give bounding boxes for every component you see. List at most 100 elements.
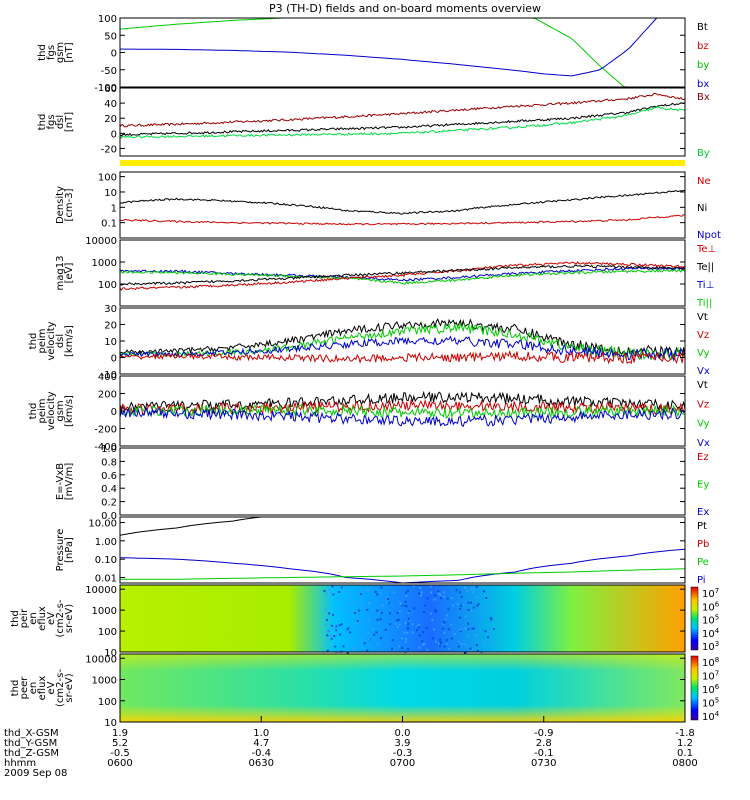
- vel_dsl-tick-label: 10: [104, 337, 117, 348]
- ion-speckle: [432, 637, 435, 640]
- xaxis-tick-label: 0630: [249, 758, 274, 769]
- ion_spec-image: [120, 585, 685, 652]
- xaxis-tick-label: -0.5: [110, 748, 130, 759]
- ion_spec-ylabel-line: (cm2-s-: [55, 599, 66, 637]
- ion-speckle: [381, 604, 384, 607]
- ion-speckle: [445, 643, 448, 646]
- fgs_gsm-ylabel-line: gsm: [55, 42, 66, 63]
- colorbar-tick-label: 106: [702, 600, 720, 613]
- fgs_dsl-tick-label: 60: [104, 84, 117, 95]
- ion-speckle: [398, 645, 401, 648]
- ion-speckle: [421, 640, 424, 643]
- ion-speckle: [455, 589, 458, 592]
- elec_spec-tick-label: 10000: [85, 654, 117, 665]
- fgs_gsm-ylabel-line: fgs: [46, 45, 57, 60]
- efield-ylabel-line: E=-VxB: [55, 463, 66, 500]
- ion-speckle: [487, 636, 490, 639]
- ion-speckle: [417, 626, 420, 629]
- ion-speckle: [420, 591, 423, 594]
- ion-speckle: [333, 635, 336, 638]
- ion-speckle: [336, 632, 339, 635]
- ion-speckle: [342, 645, 345, 648]
- ion-speckle: [376, 609, 379, 612]
- ion-speckle: [443, 645, 446, 648]
- xaxis-tick-label: 0700: [390, 758, 415, 769]
- ion-speckle: [424, 604, 427, 607]
- ion-speckle: [407, 611, 410, 614]
- status-bar: [120, 160, 685, 166]
- efield-tick-label: 0.6: [101, 471, 117, 482]
- ion-speckle: [338, 598, 341, 601]
- ion-speckle: [472, 606, 475, 609]
- ion-speckle: [404, 640, 407, 643]
- ion-speckle: [460, 595, 463, 598]
- ion-speckle: [492, 628, 495, 631]
- elec_spec-ylabel-line: (cm2-s-: [55, 669, 66, 707]
- xaxis-tick-label: -0.1: [534, 748, 554, 759]
- ion-speckle: [380, 637, 383, 640]
- ion-speckle: [456, 603, 459, 606]
- pressure-frame: [119, 516, 686, 584]
- ion-speckle: [330, 637, 333, 640]
- density-tick-label: 10: [104, 188, 117, 199]
- ion-speckle: [413, 607, 416, 610]
- vel_gsm-ylabel-line: thd: [28, 403, 39, 420]
- ion-speckle: [396, 611, 399, 614]
- ion-speckle: [440, 597, 443, 600]
- density-legend-item: Ni: [697, 203, 707, 214]
- elec_spec-ylabel-line: peer: [19, 676, 30, 700]
- vel_dsl-ylabel-line: peim: [37, 328, 48, 353]
- ion-speckle: [482, 642, 485, 645]
- fgs_gsm-series-0: [119, 17, 629, 88]
- panel-efield: 1.0 0.8 0.6 0.4 0.2 0.0 E=-VxB[mV/m] Ez Ey Ex: [55, 444, 709, 522]
- ion-speckle: [332, 614, 335, 617]
- ion-speckle: [335, 629, 338, 632]
- vel_dsl-tick-label: -10: [101, 370, 117, 381]
- temperature-series-0: [119, 266, 686, 282]
- ion-speckle: [396, 619, 399, 622]
- ion-speckle: [346, 651, 349, 654]
- vel_dsl-ylabel-line: thd: [28, 333, 39, 350]
- fgs_dsl-tick-label: 0: [111, 129, 117, 140]
- ion_spec-ylabel-line: eV: [46, 612, 57, 625]
- ion-speckle: [475, 596, 478, 599]
- ion-speckle: [467, 628, 470, 631]
- ion-speckle: [477, 603, 480, 606]
- ion-speckle: [467, 622, 470, 625]
- ion-speckle: [347, 627, 350, 630]
- temperature-legend-item: Ti⊥: [696, 280, 714, 291]
- ion-speckle: [399, 601, 402, 604]
- ion-speckle: [366, 588, 369, 591]
- ion-speckle: [350, 592, 353, 595]
- pressure-tick-label: 0.10: [95, 555, 117, 566]
- density-frame: [119, 171, 686, 239]
- ion-speckle: [480, 611, 483, 614]
- ion-speckle: [462, 603, 465, 606]
- ion-speckle: [444, 618, 447, 621]
- ion-speckle: [336, 649, 339, 652]
- efield-legend-item: Ey: [697, 480, 709, 491]
- density-tick-label: 1: [111, 203, 117, 214]
- fgs_dsl-legend-item: Bx: [697, 92, 710, 103]
- ion_spec-ylabel-line: thd: [10, 610, 21, 627]
- ion-speckle: [368, 638, 371, 641]
- ion-speckle: [361, 646, 364, 649]
- ion-speckle: [464, 586, 467, 589]
- ion-speckle: [472, 591, 475, 594]
- ion-speckle: [405, 637, 408, 640]
- xaxis-tick-label: 0730: [531, 758, 556, 769]
- xaxis-tick-label: 1.0: [253, 728, 269, 739]
- ion-speckle: [400, 604, 403, 607]
- ion-speckle: [412, 585, 415, 588]
- efield-tick-label: 1.0: [101, 444, 117, 455]
- ion-speckle: [329, 634, 332, 637]
- ion_spec-ylabel-line: sr-eV): [64, 604, 75, 633]
- ion-speckle: [439, 644, 442, 647]
- fgs_gsm-legend-item: bx: [697, 79, 709, 90]
- ion-speckle: [405, 591, 408, 594]
